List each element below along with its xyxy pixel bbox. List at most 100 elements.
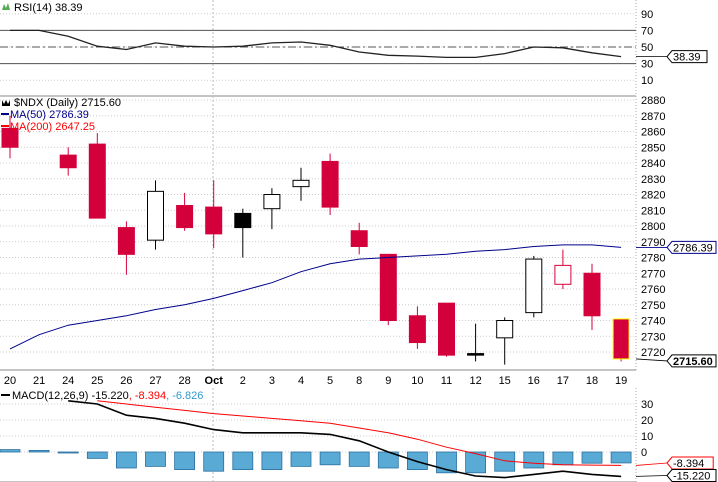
rsi-last-value: 38.39 xyxy=(673,52,701,64)
rsi-tick-label: 70 xyxy=(641,25,653,37)
date-label: 16 xyxy=(528,375,540,387)
date-label: 5 xyxy=(327,375,333,387)
macd-legend-swatch xyxy=(1,394,10,396)
date-label: 17 xyxy=(557,375,569,387)
price-tick-label: 2820 xyxy=(641,190,665,202)
price-panel-icon xyxy=(2,100,10,106)
candle-body xyxy=(176,205,194,229)
date-label: 10 xyxy=(411,375,423,387)
candle-body xyxy=(612,318,630,360)
rsi-tick-label: 10 xyxy=(641,75,653,87)
macd-legend-signal: , -8.394 xyxy=(129,390,166,402)
price-tick-label: 2850 xyxy=(641,142,665,154)
macd-legend: MACD(12,26,9) -15.220, -8.394, -6.826 xyxy=(12,390,203,402)
candle-body xyxy=(496,320,514,339)
macd-tick-label: 20 xyxy=(641,415,653,427)
macd-histogram-bar xyxy=(290,451,312,467)
candle-body xyxy=(263,194,281,210)
date-label: 24 xyxy=(62,375,74,387)
candle-body xyxy=(350,230,368,247)
macd-histogram-bar xyxy=(348,451,370,467)
macd-histogram-bar xyxy=(28,449,50,453)
date-label: 2 xyxy=(240,375,246,387)
macd-histogram-bar xyxy=(57,451,79,454)
price-tick-label: 2810 xyxy=(641,205,665,217)
macd-legend-macd: MACD(12,26,9) -15.220 xyxy=(12,390,129,402)
candle-body xyxy=(1,127,19,148)
rsi-tick-label: 30 xyxy=(641,59,653,71)
price-panel: 2880 2870 2860 2850 2840 2830 2820 2810 2800 2790… xyxy=(0,95,717,371)
price-tick-label: 2780 xyxy=(641,253,665,265)
date-label: 27 xyxy=(149,375,161,387)
macd-tick-label: 30 xyxy=(641,399,653,411)
macd-histogram-bar xyxy=(86,451,108,459)
macd-histogram-bar xyxy=(552,451,574,466)
macd-last-value-leader xyxy=(635,475,668,477)
date-label: 28 xyxy=(178,375,190,387)
macd-histogram-bar xyxy=(261,451,283,471)
price-tick-label: 2730 xyxy=(641,331,665,343)
macd-tick-label: 0 xyxy=(641,447,647,459)
macd-signal-last-value-box xyxy=(666,456,714,470)
date-label: Oct xyxy=(205,375,224,387)
macd-last-value-box xyxy=(666,469,717,482)
date-label: 19 xyxy=(615,375,627,387)
date-label: 26 xyxy=(120,375,132,387)
candle-body xyxy=(583,272,601,317)
price-tick-label: 2840 xyxy=(641,158,665,170)
candle-body xyxy=(525,258,543,314)
ma50-line xyxy=(9,244,622,350)
rsi-line xyxy=(10,29,622,59)
rsi-panel: 90 70 50 30 10 38.39 xyxy=(0,0,708,97)
price-last-value-box xyxy=(666,354,717,368)
candle-body xyxy=(379,253,397,322)
ma200-legend: MA(200) 2647.25 xyxy=(10,121,95,133)
ma50-last-value: 2786.39 xyxy=(673,242,713,254)
macd-histogram-bar xyxy=(232,451,254,471)
macd-histogram-bar xyxy=(523,451,545,469)
date-label: 11 xyxy=(441,375,452,387)
date-label: 15 xyxy=(499,375,511,387)
candle-body xyxy=(292,179,310,188)
macd-histogram-bar xyxy=(581,451,603,464)
rsi-tick-label: 50 xyxy=(641,42,653,54)
price-tick-label: 2770 xyxy=(641,268,665,280)
candle-body xyxy=(88,143,106,219)
candle-body xyxy=(205,206,223,235)
date-label: 21 xyxy=(33,375,45,387)
candle-body xyxy=(408,315,426,344)
rsi-title: RSI(14) 38.39 xyxy=(14,2,82,14)
date-axis: 20 21 24 25 26 27 28 Oct 2 3 4 5 8 9 10 11 12 15 16 17 18 19 xyxy=(4,375,627,387)
price-tick-label: 2870 xyxy=(641,111,665,123)
candle-body xyxy=(234,212,252,229)
candle-body xyxy=(554,264,572,285)
price-tick-label: 2760 xyxy=(641,284,665,296)
date-label: 18 xyxy=(586,375,598,387)
ma200-legend-swatch xyxy=(1,125,9,127)
price-last-value-leader xyxy=(635,358,668,362)
price-tick-label: 2740 xyxy=(641,316,665,328)
date-label: 12 xyxy=(469,375,481,387)
macd-histogram-bar xyxy=(610,451,632,464)
rsi-tick-label: 90 xyxy=(641,9,653,21)
macd-panel: 30 20 10 0 -8.394-15.220 xyxy=(0,388,717,482)
macd-signal-last-value-leader xyxy=(635,462,668,466)
rsi-last-value-box xyxy=(666,50,708,64)
macd-line xyxy=(68,400,622,479)
price-tick-label: 2830 xyxy=(641,174,665,186)
date-label: 9 xyxy=(385,375,391,387)
macd-last-value: -15.220 xyxy=(673,471,710,482)
macd-histogram-bar xyxy=(174,451,196,471)
candle-body xyxy=(59,154,77,169)
candle-body xyxy=(321,160,339,208)
ma50-last-value-box xyxy=(666,240,717,254)
date-label: 25 xyxy=(91,375,103,387)
macd-histogram-bar xyxy=(203,451,225,472)
date-label: 20 xyxy=(4,375,16,387)
price-tick-label: 2750 xyxy=(641,300,665,312)
ma50-legend: MA(50) 2786.39 xyxy=(10,109,89,121)
price-tick-label: 2800 xyxy=(641,221,665,233)
macd-legend-hist: , -6.826 xyxy=(166,390,203,402)
candle-body xyxy=(147,190,164,241)
